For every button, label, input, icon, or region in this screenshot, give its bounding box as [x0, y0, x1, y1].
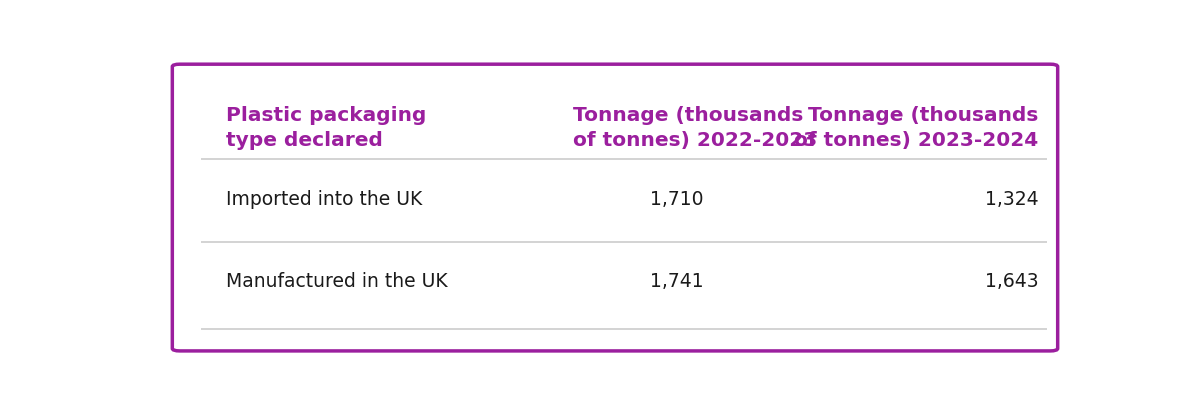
- Text: 1,710: 1,710: [650, 190, 703, 209]
- Text: 1,741: 1,741: [649, 272, 703, 291]
- Text: Imported into the UK: Imported into the UK: [227, 190, 422, 209]
- FancyBboxPatch shape: [173, 64, 1057, 351]
- Text: 1,643: 1,643: [984, 272, 1038, 291]
- Text: Tonnage (thousands
of tonnes) 2022-2023: Tonnage (thousands of tonnes) 2022-2023: [574, 106, 817, 150]
- Text: Tonnage (thousands
of tonnes) 2023-2024: Tonnage (thousands of tonnes) 2023-2024: [794, 106, 1038, 150]
- Text: 1,324: 1,324: [984, 190, 1038, 209]
- Text: Plastic packaging
type declared: Plastic packaging type declared: [227, 106, 427, 150]
- Text: Manufactured in the UK: Manufactured in the UK: [227, 272, 448, 291]
